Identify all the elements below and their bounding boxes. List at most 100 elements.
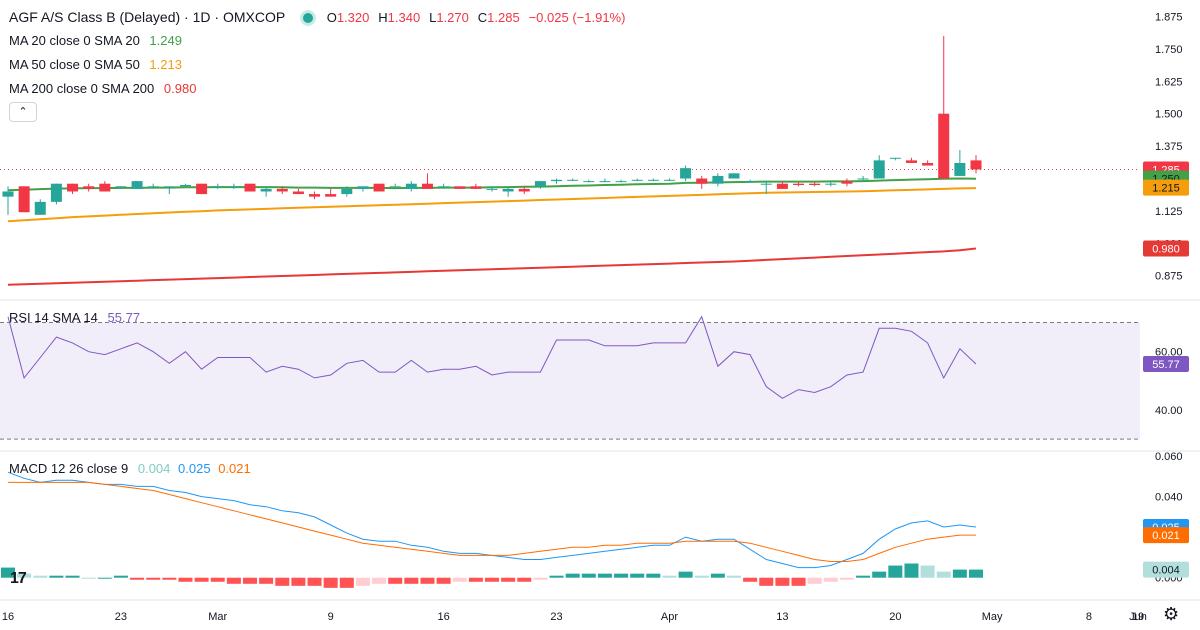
candle-body [163, 186, 175, 188]
macd-hist-bar [646, 573, 661, 578]
candle-body [357, 186, 369, 189]
chevron-up-icon: ⌃ [18, 106, 28, 118]
rsi-value-box [1143, 356, 1189, 373]
time-axis-tick: Apr [661, 611, 678, 623]
time-axis-tick: May [982, 611, 1003, 623]
macd-hist-bar [194, 577, 209, 582]
rsi-value: 55.77 [107, 310, 141, 325]
candle-body [841, 181, 853, 184]
ma200-line [7, 247, 977, 286]
ohlc-low-label: L [429, 10, 437, 25]
macd-signal-value: 0.021 [218, 461, 251, 476]
legend-rsi[interactable]: RSI 14 SMA 14 55.77 [9, 310, 146, 325]
candle-body [970, 160, 982, 170]
candle-body [389, 186, 401, 188]
time-axis-tick: Mar [208, 611, 227, 623]
macd-hist-bar [872, 571, 887, 578]
symbol-title[interactable]: AGF A/S Class B (Delayed) · 1D · OMXCOP [9, 9, 285, 25]
macd-hist-bar [533, 577, 548, 580]
candle-body [131, 181, 143, 189]
price-label-box [1143, 240, 1189, 257]
legend-macd[interactable]: MACD 12 26 close 9 0.004 0.025 0.021 [9, 461, 257, 476]
macd-hist-bar [210, 577, 225, 582]
macd-hist-bar [226, 577, 241, 584]
macd-value-box [1143, 561, 1189, 578]
candle-body [663, 179, 675, 181]
price-label: 0.980 [1152, 244, 1180, 256]
price-label: 1.215 [1152, 183, 1180, 195]
candle-body [696, 178, 708, 184]
price-axis-tick: 0.875 [1155, 271, 1183, 283]
ma200-value: 0.980 [163, 81, 197, 96]
macd-hist-bar [339, 577, 354, 588]
candle-body [647, 179, 659, 181]
macd-value-box [1143, 527, 1189, 544]
candle-body [502, 188, 514, 192]
candle-body [325, 194, 337, 197]
legend-ma200[interactable]: MA 200 close 0 SMA 200 0.980 [9, 81, 202, 96]
candle-body [99, 183, 111, 192]
legend-ma20[interactable]: MA 20 close 0 SMA 20 1.249 [9, 33, 188, 48]
ma50-label: MA 50 close 0 SMA 50 [9, 57, 140, 72]
candle-body [615, 181, 627, 183]
ohlc-high-label: H [378, 10, 388, 25]
ohlc-close: 1.285 [487, 10, 520, 25]
candle-body [196, 183, 208, 195]
macd-hist-bar [130, 577, 145, 580]
candle-body [486, 188, 498, 190]
macd-hist-bar [969, 569, 983, 578]
candle-body [67, 183, 79, 192]
candle-body [793, 183, 805, 185]
macd-hist-bar [936, 571, 951, 578]
macd-hist-bar [17, 573, 32, 578]
ma200-label: MA 200 close 0 SMA 200 [9, 81, 155, 96]
candle-body [228, 186, 240, 188]
macd-hist-bar [727, 575, 741, 578]
macd-hist-bar [33, 575, 48, 578]
macd-line-value: 0.025 [178, 461, 211, 476]
candle-body [34, 201, 46, 215]
collapse-legend-button[interactable]: ⌃ [9, 102, 37, 122]
time-axis-tick: 23 [115, 611, 127, 623]
candle-body [760, 183, 772, 185]
time-axis-tick: 9 [328, 611, 334, 623]
tradingview-logo[interactable]: 17 [10, 570, 27, 587]
candle-body [954, 162, 966, 176]
candle-body [744, 181, 756, 183]
candle-body [518, 188, 530, 192]
macd-hist-bar [307, 577, 322, 586]
macd-hist-bar [243, 577, 257, 584]
macd-hist-bar [839, 577, 854, 580]
price-axis-tick: 1.625 [1155, 76, 1183, 88]
ma20-label: MA 20 close 0 SMA 20 [9, 33, 140, 48]
macd-hist-bar [355, 577, 370, 586]
candle-body [776, 183, 788, 189]
candle-body [583, 181, 595, 183]
candle-body [809, 183, 821, 185]
rsi-label: RSI 14 SMA 14 [9, 310, 98, 325]
ohlc-open: 1.320 [336, 10, 370, 25]
ma20-value: 1.249 [149, 33, 182, 48]
macd-hist-bar [420, 577, 435, 584]
macd-hist-bar [920, 565, 935, 578]
ohlc-close-label: C [477, 10, 488, 25]
candle-body [115, 186, 127, 188]
macd-hist-bar [275, 577, 290, 586]
candle-body [631, 179, 643, 181]
price-axis-tick: 1.375 [1155, 141, 1183, 153]
macd-hist-bar [775, 577, 790, 586]
time-axis-tick: 8 [1086, 611, 1092, 623]
macd-hist-bar [113, 575, 128, 578]
ohlc-open-label: O [326, 10, 337, 25]
candle-body [309, 194, 321, 197]
candle-body [18, 186, 30, 213]
candle-body [421, 183, 433, 189]
legend-ma50[interactable]: MA 50 close 0 SMA 50 1.213 [9, 57, 188, 72]
macd-hist-bar [146, 577, 161, 580]
gear-icon[interactable]: ⚙ [1163, 604, 1180, 624]
price-axis-tick: 1.750 [1155, 44, 1183, 56]
candle-body [873, 160, 885, 179]
macd-hist-bar [759, 577, 774, 586]
